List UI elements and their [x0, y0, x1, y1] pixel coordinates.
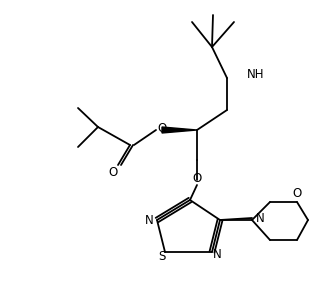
Text: N: N [145, 213, 153, 226]
Polygon shape [162, 127, 197, 133]
Text: O: O [292, 187, 302, 200]
Text: N: N [213, 249, 221, 262]
Text: O: O [108, 166, 118, 179]
Text: O: O [192, 171, 202, 185]
Text: O: O [157, 122, 166, 134]
Text: N: N [256, 211, 265, 225]
Text: S: S [158, 249, 166, 262]
Text: NH: NH [247, 69, 264, 82]
